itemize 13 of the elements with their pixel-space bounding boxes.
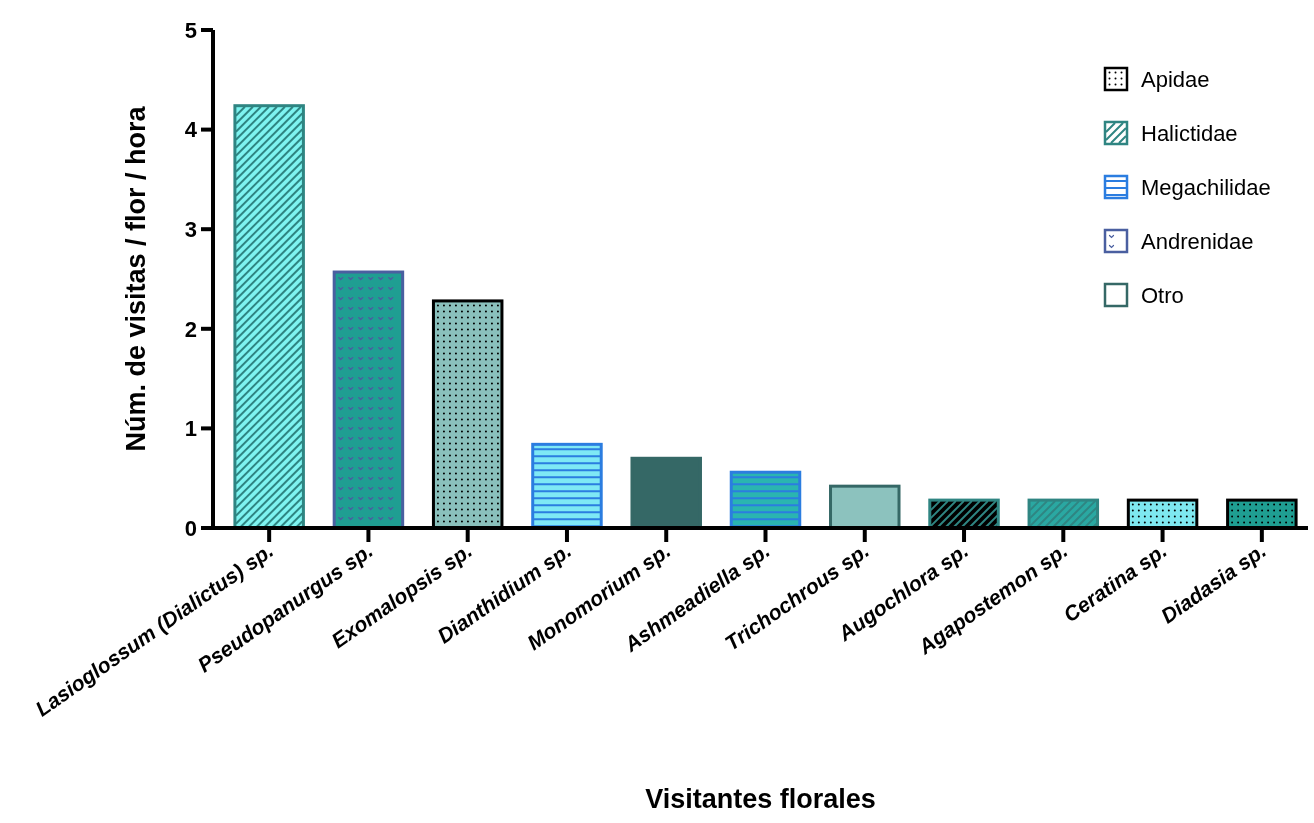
y-tick-label: 4: [184, 117, 198, 143]
y-axis-title: Núm. de visitas / flor / hora: [121, 105, 151, 452]
y-tick-label: 1: [184, 416, 197, 442]
y-tick-label: 2: [184, 316, 197, 342]
legend-label: Otro: [1141, 282, 1184, 308]
legend-label: Megachilidae: [1141, 174, 1271, 200]
x-axis-title: Visitantes florales: [645, 784, 876, 814]
legend-label: Halictidae: [1141, 120, 1238, 146]
y-tick-label: 0: [184, 515, 197, 541]
legend-label: Andrenidae: [1141, 228, 1254, 254]
legend-label: Apidae: [1141, 66, 1210, 92]
y-tick-label: 3: [184, 216, 197, 242]
y-tick-label: 5: [184, 17, 197, 43]
